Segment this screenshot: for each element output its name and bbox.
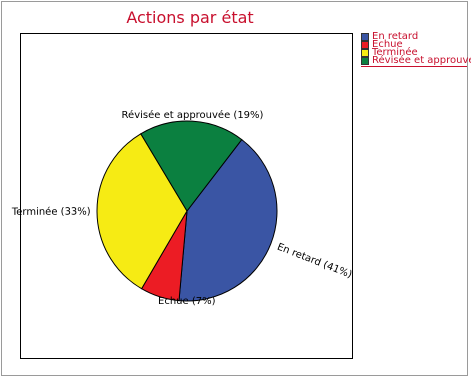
legend: En retard Echue Terminée Révisée et appr… <box>361 31 471 66</box>
legend-label: Echue <box>372 39 403 50</box>
legend-label: Terminée <box>372 47 418 58</box>
pie-slice-0 <box>178 138 278 302</box>
slice-label: En retard (41%) <box>275 242 353 281</box>
slice-label: Echue (7%) <box>158 296 216 307</box>
pie-slice-3 <box>140 120 243 212</box>
legend-swatch-terminee <box>361 49 369 57</box>
legend-swatch-en-retard <box>361 33 369 41</box>
slice-label: Révisée et approuvée (19%) <box>122 109 264 121</box>
pie-slice-2 <box>96 133 188 290</box>
legend-item-echue: Echue <box>361 39 471 50</box>
legend-swatch-revisee <box>361 57 369 65</box>
slice-label: Terminée (33%) <box>11 205 91 217</box>
legend-item-en-retard: En retard <box>361 31 471 42</box>
legend-item-terminee: Terminée <box>361 47 471 58</box>
legend-underline <box>361 66 467 67</box>
legend-item-revisee: Révisée et approuvée <box>361 55 471 66</box>
chart-title: Actions par état <box>126 8 254 27</box>
legend-label: En retard <box>372 31 419 42</box>
legend-swatch-echue <box>361 41 369 49</box>
legend-label: Révisée et approuvée <box>372 55 471 66</box>
